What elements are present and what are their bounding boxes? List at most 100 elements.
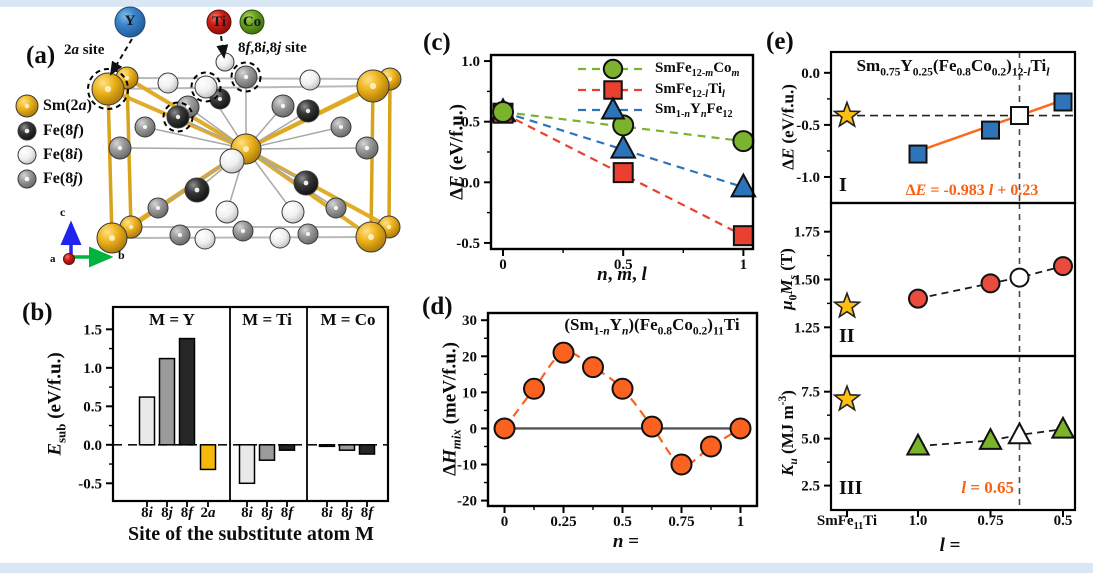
panel-d-letter: (d)	[422, 293, 453, 320]
bar-0-0	[138, 396, 156, 446]
data-point-III-1	[978, 427, 1003, 450]
atom-body	[281, 200, 305, 224]
group-label-y: M = Y	[149, 310, 195, 329]
tick-label: 0	[499, 257, 507, 273]
legend-entry-com: SmFe12-mCom	[655, 60, 740, 79]
atom-i	[194, 75, 218, 99]
group-label-ti: M = Ti	[242, 310, 292, 329]
atom-highlight	[178, 233, 182, 237]
data-point-III-3	[1050, 415, 1076, 439]
axis-c-label: c	[60, 205, 66, 219]
legend-marker-0	[602, 58, 624, 80]
data-point-2	[552, 341, 575, 364]
tick-label: 0.25	[550, 514, 576, 530]
subplot-tag-2: II	[839, 325, 855, 347]
atom-highlight	[280, 103, 286, 109]
bar-2-2	[358, 444, 376, 455]
tick-label: 1.75	[794, 225, 820, 241]
cell-strut	[106, 88, 114, 239]
atom-highlight	[387, 76, 393, 82]
panel-e3-ylabel: Ku (MJ m-3)	[776, 390, 801, 476]
data-point-4	[611, 377, 634, 400]
bar-0-1	[158, 357, 176, 446]
reference-star	[832, 100, 862, 128]
data-point-III-0	[905, 432, 931, 456]
tick-label: 2.5	[801, 479, 820, 495]
bar-site-label: 8j	[261, 505, 273, 521]
tick-label: -0.5	[456, 236, 480, 252]
plot-box-d	[486, 311, 759, 508]
atom-j	[297, 223, 319, 245]
axis-a-ball	[63, 253, 75, 265]
data-point-0	[732, 130, 755, 153]
tick-label: 20	[462, 349, 477, 365]
data-point-I-1	[981, 120, 1000, 140]
atom-body	[219, 148, 245, 174]
atom-highlight	[175, 114, 181, 120]
atom-f	[293, 170, 319, 196]
bond-gray	[245, 126, 342, 150]
tick-label: 0.0	[461, 175, 480, 191]
tick-label: 0	[470, 421, 478, 437]
panel-b-letter: (b)	[22, 299, 53, 326]
tick-label: 0.5	[614, 257, 633, 273]
panel-e-chart: 0.0 -0.5 -1.0 1.75 1.50 1.25 7.5 5.0 2.5	[794, 50, 1077, 517]
bar-site-label: 8j	[341, 505, 353, 521]
atom-highlight	[339, 125, 343, 129]
tick-label: 1	[737, 514, 745, 530]
atom-highlight	[104, 85, 112, 93]
tick-label: -20	[457, 494, 477, 510]
atom-highlight	[117, 145, 123, 151]
bar-site-label: 8f	[180, 505, 194, 521]
cell-edge	[107, 85, 374, 90]
bar-site-label: 8f	[360, 505, 374, 521]
panel-c-xlabel: n, m, l	[597, 264, 647, 285]
atom-f	[184, 177, 210, 203]
panel-a-structure	[15, 6, 402, 268]
site-highlight-circle	[162, 101, 194, 133]
data-point-6	[670, 453, 693, 476]
panel-e-xtick-label: 0.75	[977, 513, 1004, 529]
panel-b-chart: -0.5 0.0 0.5 1.0 1.5	[78, 305, 390, 507]
atom-body	[215, 52, 235, 72]
bond-gray	[119, 147, 247, 150]
bar-site-label: 8i	[141, 505, 153, 521]
data-point-II-0	[908, 288, 928, 309]
atom-highlight	[306, 232, 310, 236]
atom-highlight	[194, 187, 200, 193]
atom-f	[166, 105, 190, 129]
top-border-strip	[0, 0, 1093, 7]
panel-d-title: (Sm1-nYn)(Fe0.8Co0.2)11Ti	[564, 315, 740, 338]
tick-label: -0.5	[796, 118, 820, 134]
atom-highlight	[218, 97, 222, 101]
panel-d-chart: -20 -10 0 10 20 30 0 0.25 0.5 0.75 1	[457, 311, 759, 530]
atom-highlight	[241, 229, 245, 233]
bond-gray	[144, 126, 247, 150]
atom-highlight	[243, 74, 249, 80]
tick-label: 1.5	[83, 322, 102, 338]
atom-body	[194, 75, 218, 99]
panel-d-xlabel: n =	[612, 531, 640, 552]
tick-label: 0.5	[613, 514, 632, 530]
arrow-ti-to-site	[216, 35, 229, 59]
tick-label: 1.50	[794, 273, 820, 289]
atom-highlight	[243, 146, 249, 152]
bar-1-2	[278, 444, 296, 451]
data-point-I-2	[1010, 106, 1029, 126]
tick-label: 7.5	[801, 385, 820, 401]
data-point-III-2	[1007, 421, 1032, 445]
tick-label: 5.0	[801, 432, 820, 448]
tick-label: 1.0	[461, 54, 480, 70]
site-8fij-label: 8f,8i,8j site	[238, 40, 307, 56]
bar-site-label: 2a	[200, 505, 216, 521]
atom-j	[147, 197, 169, 219]
atom-j	[271, 94, 295, 118]
legend-label-sm: Sm(2a)	[43, 97, 92, 114]
panel-e-xlabel: l =	[939, 535, 961, 556]
atom-sm	[96, 222, 128, 254]
tick-label: 30	[462, 313, 477, 329]
atom-j	[108, 136, 132, 160]
data-point-1	[612, 162, 634, 184]
co-atom-ball	[239, 9, 265, 35]
